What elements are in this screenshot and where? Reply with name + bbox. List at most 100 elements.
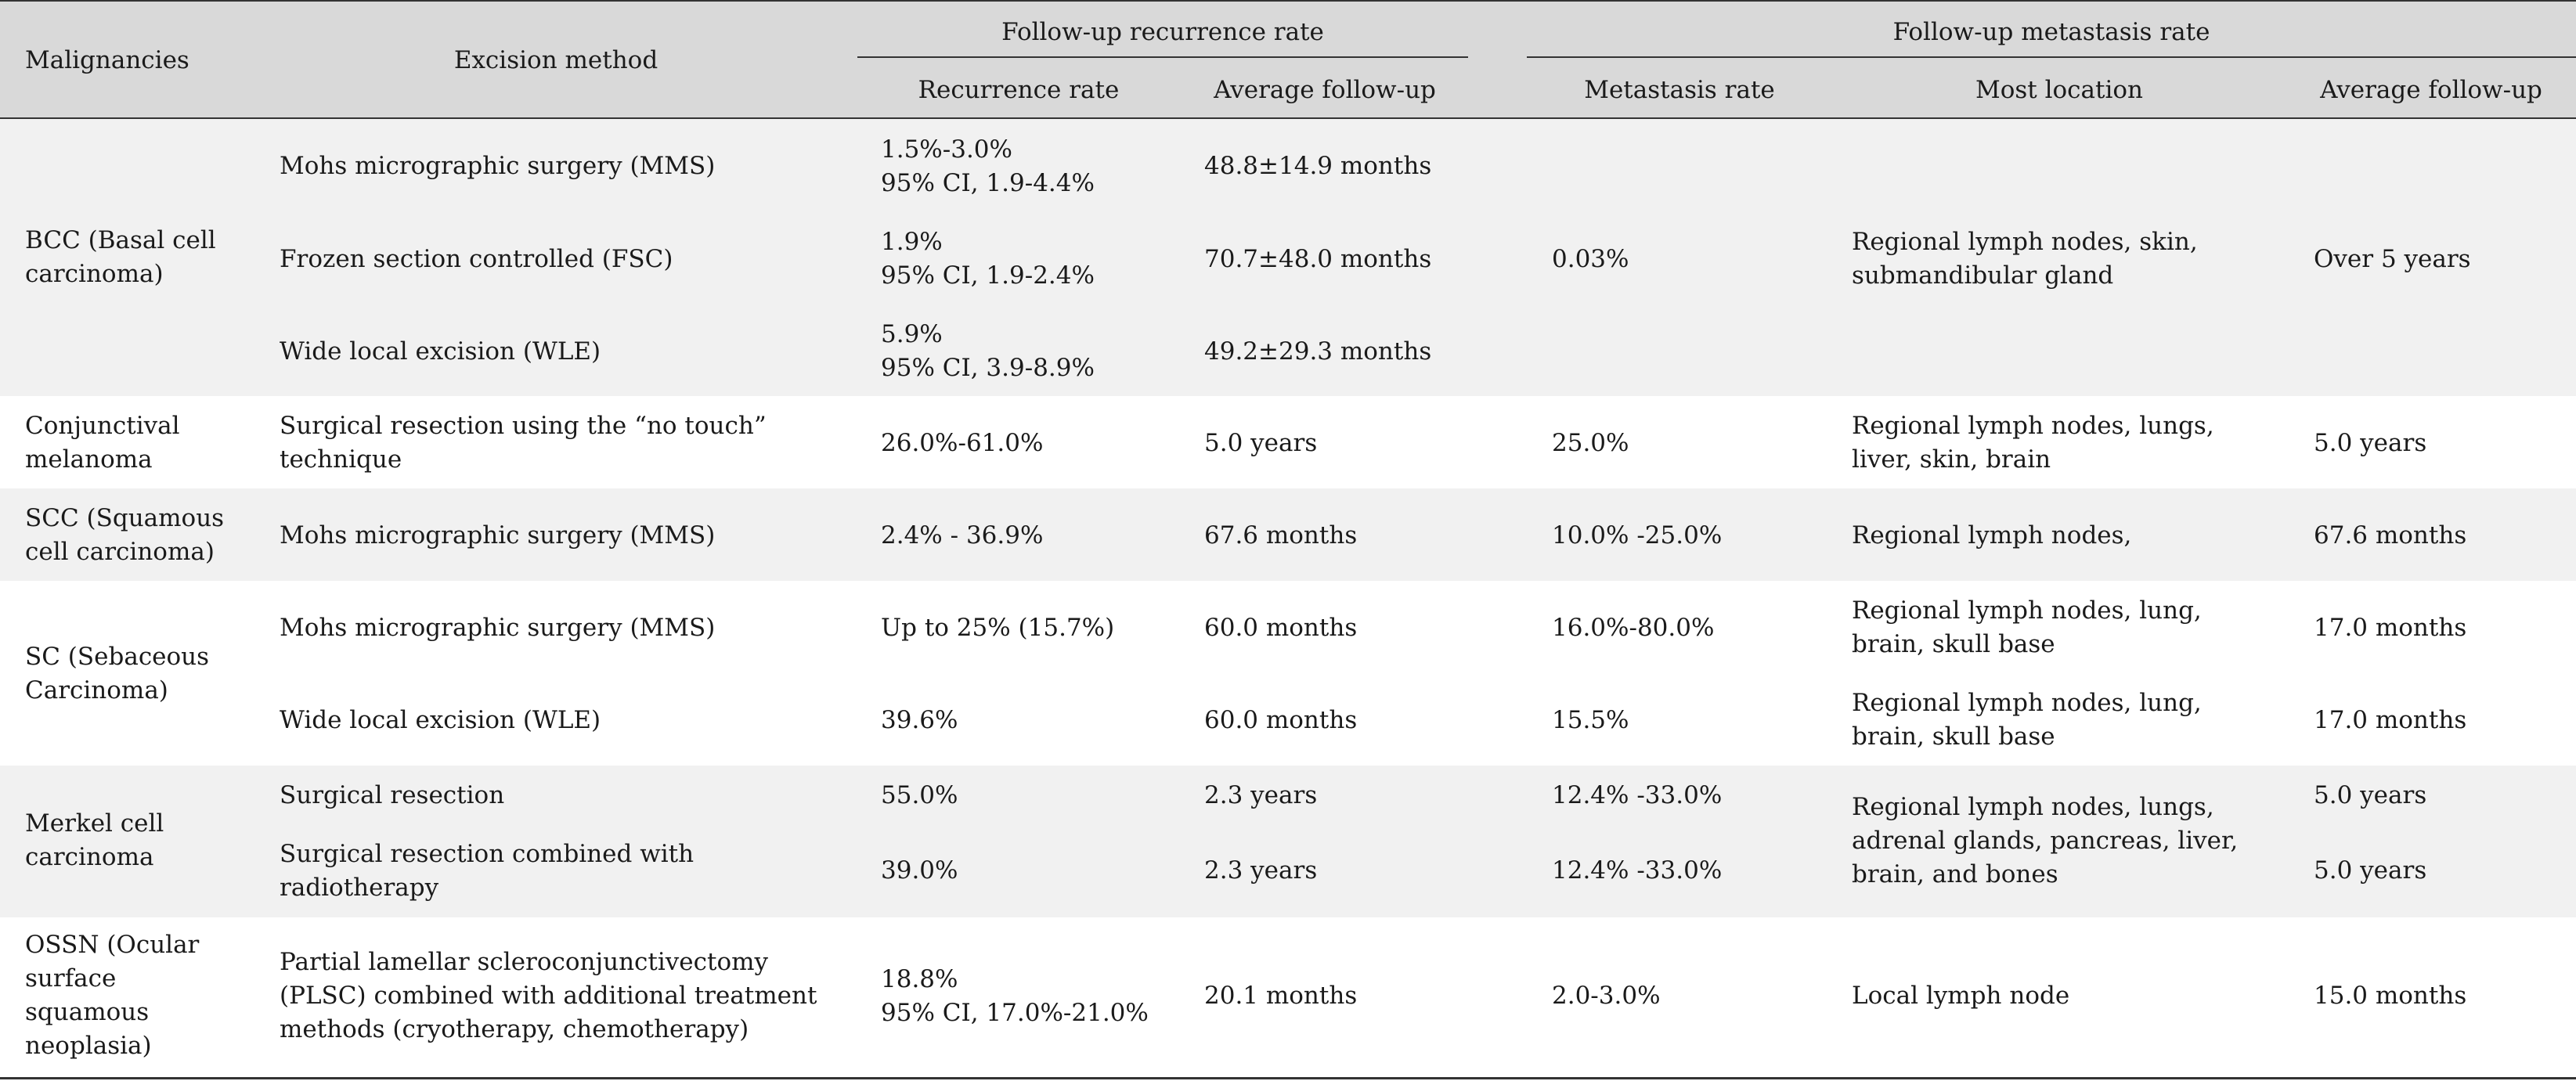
col-header-average-follow-up: Average follow-up bbox=[1214, 76, 1436, 104]
malignancy-ossn-line-1: OSSN (Ocular bbox=[25, 931, 200, 959]
row-band-ossn bbox=[0, 917, 2576, 1077]
malignancy-conj-line-1: Conjunctival bbox=[25, 412, 180, 440]
row-band-bcc bbox=[0, 119, 2576, 396]
row-band-sc bbox=[0, 581, 2576, 766]
met-followup-ossn: 15.0 months bbox=[2314, 982, 2467, 1010]
bottom-rule bbox=[0, 1077, 2576, 1079]
location-scc: Regional lymph nodes, bbox=[1852, 521, 2132, 550]
malignancy-merkel-line-1: Merkel cell bbox=[25, 809, 164, 838]
col-header-metastasis-average-follow-up: Average follow-up bbox=[2320, 76, 2542, 104]
followup-merkel-radio: 2.3 years bbox=[1204, 856, 1318, 885]
malignancy-ossn-line-2: surface bbox=[25, 964, 117, 993]
malignancy-bcc-line-1: BCC (Basal cell bbox=[25, 226, 216, 254]
followup-sc-wle: 60.0 months bbox=[1204, 706, 1358, 734]
location-conj-line-2: liver, skin, brain bbox=[1852, 445, 2051, 474]
method-bcc-mms: Mohs micrographic surgery (MMS) bbox=[280, 152, 716, 180]
metastasis-merkel-surgical: 12.4% -33.0% bbox=[1552, 781, 1723, 809]
followup-bcc-mms: 48.8±14.9 months bbox=[1204, 152, 1432, 180]
met-followup-conj: 5.0 years bbox=[2314, 429, 2427, 457]
followup-scc: 67.6 months bbox=[1204, 521, 1358, 550]
metastasis-bcc: 0.03% bbox=[1552, 245, 1629, 273]
col-header-malignancies: Malignancies bbox=[25, 46, 189, 74]
malignancy-sc-line-1: SC (Sebaceous bbox=[25, 643, 210, 671]
metastasis-ossn: 2.0-3.0% bbox=[1552, 982, 1661, 1010]
metastasis-merkel-radio: 12.4% -33.0% bbox=[1552, 856, 1723, 885]
followup-ossn: 20.1 months bbox=[1204, 982, 1358, 1010]
met-followup-sc-wle: 17.0 months bbox=[2314, 706, 2467, 734]
recurrence-sc-wle: 39.6% bbox=[881, 706, 958, 734]
recurrence-merkel-surgical: 55.0% bbox=[881, 781, 958, 809]
malignancy-sc-line-2: Carcinoma) bbox=[25, 676, 168, 704]
top-rule bbox=[0, 0, 2576, 2]
header-bottom-rule bbox=[0, 117, 2576, 119]
location-ossn: Local lymph node bbox=[1852, 982, 2070, 1010]
malignancy-scc-line-1: SCC (Squamous bbox=[25, 504, 225, 532]
metastasis-scc: 10.0% -25.0% bbox=[1552, 521, 1723, 550]
method-merkel-radio-line-1: Surgical resection combined with bbox=[280, 840, 695, 868]
recurrence-bcc-wle-line-1: 5.9% bbox=[881, 320, 943, 348]
recurrence-ossn-line-2: 95% CI, 17.0%-21.0% bbox=[881, 999, 1149, 1027]
row-band-merkel bbox=[0, 766, 2576, 917]
method-sc-mms: Mohs micrographic surgery (MMS) bbox=[280, 614, 716, 642]
followup-sc-mms: 60.0 months bbox=[1204, 614, 1358, 642]
recurrence-ossn-line-1: 18.8% bbox=[881, 965, 958, 993]
metastasis-sc-mms: 16.0%-80.0% bbox=[1552, 614, 1715, 642]
recurrence-bcc-mms-line-1: 1.5%-3.0% bbox=[881, 135, 1012, 164]
method-ossn-line-3: methods (cryotherapy, chemotherapy) bbox=[280, 1015, 749, 1043]
recurrence-bcc-fsc-line-1: 1.9% bbox=[881, 228, 943, 256]
method-merkel-radio-line-2: radiotherapy bbox=[280, 874, 439, 902]
group-header-metastasis: Follow-up metastasis rate bbox=[1892, 18, 2210, 46]
met-followup-scc: 67.6 months bbox=[2314, 521, 2467, 550]
row-band-conjunctival bbox=[0, 396, 2576, 488]
recurrence-merkel-radio: 39.0% bbox=[881, 856, 958, 885]
malignancy-ossn-line-3: squamous bbox=[25, 998, 150, 1026]
met-followup-bcc: Over 5 years bbox=[2314, 245, 2471, 273]
location-merkel-line-1: Regional lymph nodes, lungs, bbox=[1852, 793, 2214, 821]
recurrence-scc: 2.4% - 36.9% bbox=[881, 521, 1044, 550]
recurrence-bcc-wle-line-2: 95% CI, 3.9-8.9% bbox=[881, 354, 1095, 382]
malignancy-scc-line-2: cell carcinoma) bbox=[25, 538, 215, 566]
location-bcc-line-2: submandibular gland bbox=[1852, 261, 2114, 290]
metastasis-group-rule bbox=[1527, 56, 2576, 58]
location-sc-wle-line-1: Regional lymph nodes, lung, bbox=[1852, 689, 2202, 717]
method-ossn-line-2: (PLSC) combined with additional treatmen… bbox=[280, 982, 817, 1010]
method-merkel-surgical: Surgical resection bbox=[280, 781, 505, 809]
location-merkel-line-3: brain, and bones bbox=[1852, 860, 2058, 888]
method-scc: Mohs micrographic surgery (MMS) bbox=[280, 521, 716, 550]
method-ossn-line-1: Partial lamellar scleroconjunctivectomy bbox=[280, 948, 769, 976]
malignancy-conj-line-2: melanoma bbox=[25, 445, 153, 474]
metastasis-sc-wle: 15.5% bbox=[1552, 706, 1629, 734]
followup-conj: 5.0 years bbox=[1204, 429, 1318, 457]
method-conj-line-1: Surgical resection using the “no touch” bbox=[280, 412, 767, 440]
followup-bcc-wle: 49.2±29.3 months bbox=[1204, 337, 1432, 366]
method-bcc-wle: Wide local excision (WLE) bbox=[280, 337, 601, 366]
metastasis-conj: 25.0% bbox=[1552, 429, 1629, 457]
row-band-scc bbox=[0, 488, 2576, 581]
malignancy-bcc-line-2: carcinoma) bbox=[25, 260, 164, 288]
col-header-metastasis-rate: Metastasis rate bbox=[1584, 76, 1775, 104]
followup-bcc-fsc: 70.7±48.0 months bbox=[1204, 245, 1432, 273]
followup-merkel-surgical: 2.3 years bbox=[1204, 781, 1318, 809]
location-sc-wle-line-2: brain, skull base bbox=[1852, 722, 2055, 751]
method-sc-wle: Wide local excision (WLE) bbox=[280, 706, 601, 734]
col-header-recurrence-rate: Recurrence rate bbox=[918, 76, 1120, 104]
malignancy-merkel-line-2: carcinoma bbox=[25, 843, 154, 871]
recurrence-conj: 26.0%-61.0% bbox=[881, 429, 1044, 457]
group-header-recurrence: Follow-up recurrence rate bbox=[1001, 18, 1324, 46]
location-conj-line-1: Regional lymph nodes, lungs, bbox=[1852, 412, 2214, 440]
location-sc-mms-line-2: brain, skull base bbox=[1852, 630, 2055, 658]
recurrence-bcc-mms-line-2: 95% CI, 1.9-4.4% bbox=[881, 169, 1095, 197]
recurrence-bcc-fsc-line-2: 95% CI, 1.9-2.4% bbox=[881, 261, 1095, 290]
method-bcc-fsc: Frozen section controlled (FSC) bbox=[280, 245, 673, 273]
malignancy-ossn-line-4: neoplasia) bbox=[25, 1032, 152, 1060]
col-header-excision-method: Excision method bbox=[453, 46, 658, 74]
met-followup-merkel-surgical: 5.0 years bbox=[2314, 781, 2427, 809]
met-followup-merkel-radio: 5.0 years bbox=[2314, 856, 2427, 885]
recurrence-group-rule bbox=[857, 56, 1468, 58]
method-conj-line-2: technique bbox=[280, 445, 402, 474]
recurrence-sc-mms: Up to 25% (15.7%) bbox=[881, 614, 1115, 642]
location-bcc-line-1: Regional lymph nodes, skin, bbox=[1852, 228, 2198, 256]
location-sc-mms-line-1: Regional lymph nodes, lung, bbox=[1852, 596, 2202, 625]
location-merkel-line-2: adrenal glands, pancreas, liver, bbox=[1852, 827, 2239, 855]
table-header bbox=[0, 0, 2576, 119]
